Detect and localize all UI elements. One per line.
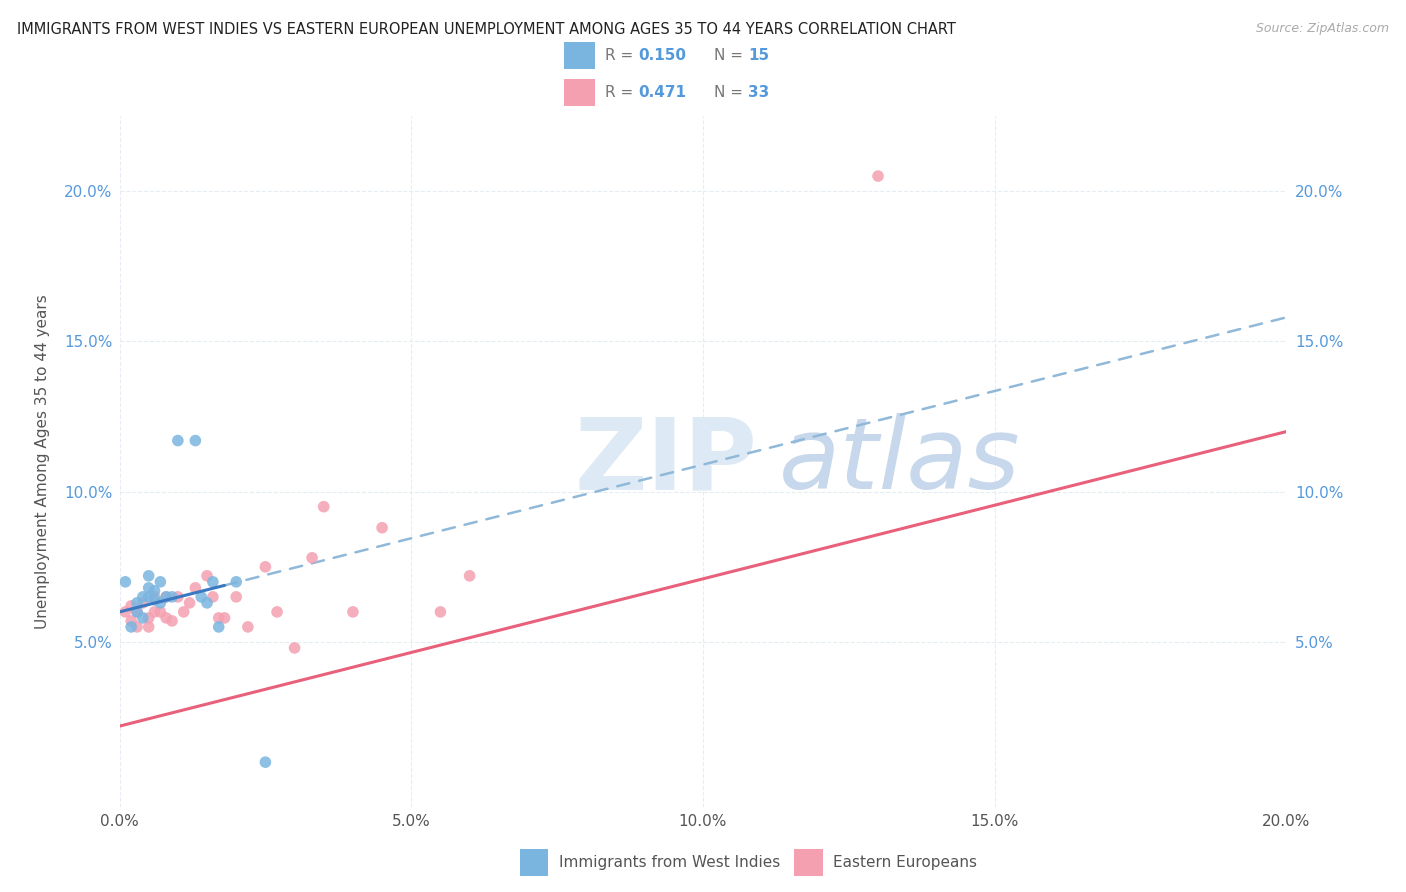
Point	[254, 755, 277, 769]
Point	[458, 569, 481, 583]
Point	[143, 605, 166, 619]
Point	[125, 605, 148, 619]
Bar	[564, 42, 595, 70]
Point	[201, 590, 224, 604]
Text: ZIP: ZIP	[575, 413, 758, 510]
Bar	[564, 78, 595, 106]
Point	[160, 590, 183, 604]
Point	[114, 605, 136, 619]
Point	[143, 593, 166, 607]
Text: R =: R =	[605, 85, 638, 100]
Point	[195, 596, 218, 610]
Point	[138, 569, 160, 583]
Point	[214, 611, 236, 625]
Point	[125, 596, 148, 610]
Point	[125, 605, 148, 619]
Point	[312, 500, 335, 514]
Point	[120, 614, 142, 628]
Point	[208, 620, 231, 634]
Text: Immigrants from West Indies: Immigrants from West Indies	[560, 855, 780, 870]
Point	[266, 605, 288, 619]
Point	[179, 596, 201, 610]
Point	[184, 581, 207, 595]
Point	[114, 574, 136, 589]
Point	[138, 581, 160, 595]
Text: Eastern Europeans: Eastern Europeans	[832, 855, 977, 870]
Point	[371, 521, 394, 535]
Point	[173, 605, 195, 619]
Text: R =: R =	[605, 48, 638, 63]
Point	[866, 169, 890, 183]
Point	[120, 599, 142, 613]
Point	[155, 590, 177, 604]
Point	[138, 611, 160, 625]
Point	[149, 574, 172, 589]
Point	[132, 611, 155, 625]
Text: 0.150: 0.150	[638, 48, 686, 63]
Text: 33: 33	[748, 85, 769, 100]
Point	[342, 605, 364, 619]
Text: 0.471: 0.471	[638, 85, 686, 100]
Point	[190, 590, 212, 604]
Point	[138, 590, 160, 604]
Text: 15: 15	[748, 48, 769, 63]
Point	[301, 550, 323, 565]
Point	[125, 620, 148, 634]
Point	[201, 574, 224, 589]
Point	[166, 434, 188, 448]
Point	[166, 590, 188, 604]
Point	[120, 620, 142, 634]
Point	[283, 640, 307, 655]
Point	[225, 574, 247, 589]
Point	[132, 596, 155, 610]
Point	[225, 590, 247, 604]
Point	[236, 620, 259, 634]
Text: N =: N =	[714, 85, 748, 100]
Text: Source: ZipAtlas.com: Source: ZipAtlas.com	[1256, 22, 1389, 36]
Point	[160, 614, 183, 628]
Text: N =: N =	[714, 48, 748, 63]
Point	[149, 596, 172, 610]
Point	[184, 434, 207, 448]
Point	[149, 605, 172, 619]
Point	[143, 590, 166, 604]
Point	[132, 590, 155, 604]
Point	[208, 611, 231, 625]
Point	[155, 590, 177, 604]
Point	[138, 620, 160, 634]
Y-axis label: Unemployment Among Ages 35 to 44 years: Unemployment Among Ages 35 to 44 years	[35, 294, 51, 629]
Text: IMMIGRANTS FROM WEST INDIES VS EASTERN EUROPEAN UNEMPLOYMENT AMONG AGES 35 TO 44: IMMIGRANTS FROM WEST INDIES VS EASTERN E…	[17, 22, 956, 37]
Bar	[520, 849, 548, 876]
Point	[429, 605, 451, 619]
Point	[143, 583, 166, 598]
Bar	[794, 849, 823, 876]
Text: atlas: atlas	[779, 413, 1021, 510]
Point	[155, 611, 177, 625]
Point	[195, 569, 218, 583]
Point	[254, 559, 277, 574]
